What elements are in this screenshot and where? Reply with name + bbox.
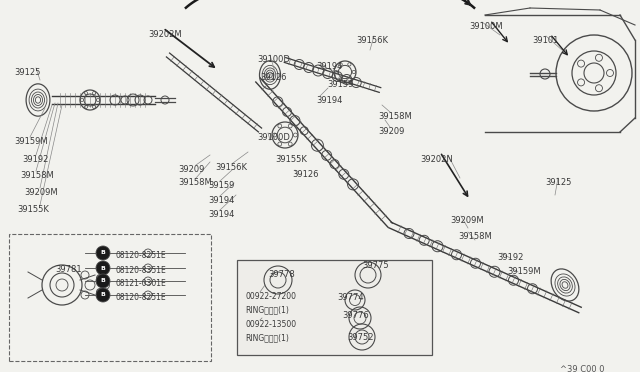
- Text: 39100D: 39100D: [257, 133, 290, 142]
- Text: 00922-13500: 00922-13500: [245, 320, 296, 329]
- Text: 39192: 39192: [22, 155, 49, 164]
- Text: 39158M: 39158M: [178, 178, 212, 187]
- Text: 39126: 39126: [260, 73, 287, 82]
- Text: 00922-27200: 00922-27200: [245, 292, 296, 301]
- Text: 39775: 39775: [362, 261, 388, 270]
- Text: 39209M: 39209M: [24, 188, 58, 197]
- Text: 39752: 39752: [347, 333, 374, 342]
- Text: 39192: 39192: [497, 253, 524, 262]
- Text: ^39 C00 0: ^39 C00 0: [560, 365, 605, 372]
- Text: 39158M: 39158M: [458, 232, 492, 241]
- Text: B: B: [100, 250, 106, 256]
- Text: RINGリング(1): RINGリング(1): [245, 333, 289, 342]
- Text: B: B: [100, 266, 106, 270]
- Text: 39194: 39194: [316, 96, 342, 105]
- Circle shape: [96, 246, 110, 260]
- Text: 39776: 39776: [342, 311, 369, 320]
- Bar: [237, 260, 432, 355]
- Circle shape: [96, 288, 110, 302]
- Text: 39194: 39194: [208, 196, 234, 205]
- Text: 39159: 39159: [208, 181, 234, 190]
- Text: 39101: 39101: [532, 36, 558, 45]
- Text: 39158M: 39158M: [20, 171, 54, 180]
- Text: 39781: 39781: [55, 265, 82, 274]
- Circle shape: [96, 261, 110, 275]
- Text: 39778: 39778: [268, 270, 295, 279]
- Text: 08120-8251E: 08120-8251E: [115, 293, 166, 302]
- Text: B: B: [100, 292, 106, 298]
- Text: 39125: 39125: [14, 68, 40, 77]
- Text: 39100D: 39100D: [257, 55, 290, 64]
- Text: 39202M: 39202M: [148, 30, 182, 39]
- Text: 08120-8251E: 08120-8251E: [115, 251, 166, 260]
- Text: 39125: 39125: [545, 178, 572, 187]
- Text: 39209M: 39209M: [450, 216, 484, 225]
- Text: 39155K: 39155K: [17, 205, 49, 214]
- Text: 39159M: 39159M: [507, 267, 541, 276]
- Text: RINGリング(1): RINGリング(1): [245, 305, 289, 314]
- Circle shape: [96, 274, 110, 288]
- Text: 39159M: 39159M: [14, 137, 47, 146]
- Text: 08120-8351E: 08120-8351E: [115, 266, 166, 275]
- Text: 39202N: 39202N: [420, 155, 452, 164]
- Text: 39156K: 39156K: [356, 36, 388, 45]
- Text: 39194: 39194: [316, 62, 342, 71]
- Text: 39100M: 39100M: [469, 22, 502, 31]
- Text: 39159: 39159: [327, 80, 353, 89]
- Text: 08121-0301E: 08121-0301E: [115, 279, 166, 288]
- Text: 39156K: 39156K: [215, 163, 247, 172]
- Text: 39158M: 39158M: [378, 112, 412, 121]
- Text: 39209: 39209: [178, 165, 204, 174]
- Text: 39209: 39209: [378, 127, 404, 136]
- Text: 39155K: 39155K: [275, 155, 307, 164]
- Text: 39194: 39194: [208, 210, 234, 219]
- Text: 39126: 39126: [292, 170, 319, 179]
- Text: B: B: [100, 279, 106, 283]
- Text: 39774: 39774: [337, 293, 364, 302]
